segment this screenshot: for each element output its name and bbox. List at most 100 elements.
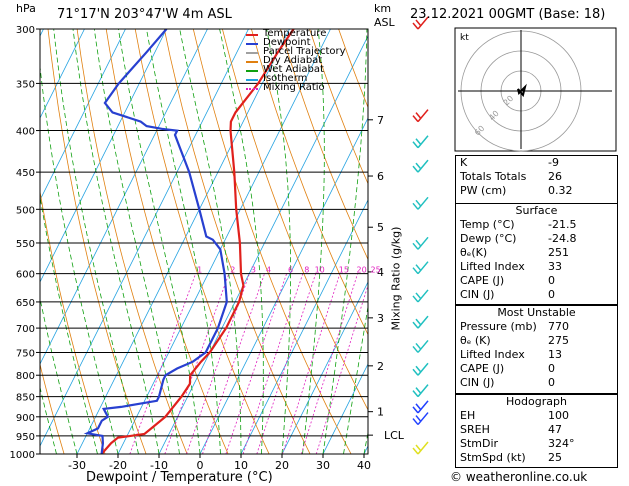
mixing-ratio-label: 2 — [230, 266, 235, 275]
row-label: Dewp (°C) — [460, 232, 517, 245]
row-value: 13 — [548, 348, 562, 361]
pressure-tick-label: 450 — [16, 168, 35, 179]
legend-label: Temperature — [263, 28, 327, 39]
pressure-tick-label: 900 — [16, 413, 35, 424]
wet-adiabat-line — [118, 29, 201, 454]
table-row: StmSpd (kt) 25 — [456, 451, 617, 465]
pressure-tick-label: 750 — [16, 348, 35, 359]
row-value: 275 — [548, 334, 569, 347]
mixing-ratio-label: 25 — [371, 266, 381, 275]
isotherm-line — [40, 29, 208, 365]
legend-label: Isotherm — [263, 73, 308, 84]
legend-swatch — [246, 61, 258, 63]
mixing-ratio-line — [315, 283, 368, 454]
surface-box: Surface Temp (°C) -21.5 Dewp (°C) -24.8 θₑ(K… — [455, 203, 618, 305]
legend-item: Dry Adiabat — [246, 56, 366, 66]
temperature-line — [100, 29, 295, 454]
mixing-ratio-label: 20 — [356, 266, 366, 275]
pressure-tick-label: 300 — [16, 25, 35, 36]
table-row: CAPE (J) 0 — [456, 274, 617, 288]
wind-barb — [412, 289, 429, 303]
row-label: StmSpd (kt) — [460, 451, 526, 464]
km-tick-label: 1 — [377, 406, 384, 419]
hodograph-box: Hodograph EH 100 SREH 47 StmDir 324° StmSpd (k… — [455, 394, 618, 468]
wind-barb — [412, 236, 429, 250]
row-value: 324° — [548, 437, 575, 450]
hodograph-trace — [517, 83, 527, 98]
legend-swatch — [246, 88, 258, 90]
isotherm-line — [322, 363, 368, 454]
row-value: 0 — [548, 362, 555, 375]
hodograph-frame — [454, 27, 617, 152]
row-label: Lifted Index — [460, 348, 525, 361]
mixing-ratio-axis-label: Mixing Ratio (g/kg) — [389, 226, 403, 331]
row-value: -21.5 — [548, 218, 577, 231]
most-unstable-title: Most Unstable — [497, 306, 576, 319]
x-tick-label: 20 — [275, 459, 289, 472]
table-row: Dewp (°C) -24.8 — [456, 232, 617, 246]
plot-frame — [39, 28, 369, 455]
hodograph-title: Hodograph — [506, 395, 567, 408]
mixing-ratio-label: 8 — [304, 266, 309, 275]
isotherm-line — [281, 281, 368, 454]
pressure-tick-label: 350 — [16, 79, 35, 90]
row-value: 251 — [548, 246, 569, 259]
legend-swatch — [246, 52, 258, 54]
mixing-ratio-line — [202, 273, 265, 454]
pressure-tick-label: 700 — [16, 324, 35, 335]
isotherm-line — [40, 29, 126, 201]
pressure-tick-label: 1000 — [10, 450, 35, 461]
row-value: 100 — [548, 409, 569, 422]
pressure-tick-label: 500 — [16, 205, 35, 216]
mixing-ratio-line — [282, 273, 341, 454]
row-value: 0 — [548, 288, 555, 301]
table-row: StmDir 324° — [456, 437, 617, 451]
km-tick-label: 6 — [377, 170, 384, 183]
mixing-ratio-line — [301, 273, 358, 454]
hpa-label: hPa — [16, 2, 36, 15]
row-label: SREH — [460, 423, 490, 436]
mixing-ratio-line — [242, 273, 304, 454]
km-tick-label: 3 — [377, 312, 384, 325]
legend-label: Mixing Ratio — [263, 82, 325, 93]
row-value: -24.8 — [548, 232, 577, 245]
legend-swatch — [246, 34, 258, 36]
legend-swatch — [246, 70, 258, 72]
pressure-tick-label: 600 — [16, 270, 35, 281]
table-row: Lifted Index 33 — [456, 260, 617, 274]
mixing-ratio-label: 1 — [197, 266, 202, 275]
x-axis-label: Dewpoint / Temperature (°C) — [86, 470, 273, 485]
row-label: StmDir — [460, 437, 499, 450]
row-label: Pressure (mb) — [460, 320, 537, 333]
mixing-ratio-label: 15 — [339, 266, 349, 275]
x-tick-label: 40 — [357, 459, 371, 472]
row-label: CAPE (J) — [460, 274, 505, 287]
wind-barb — [412, 16, 429, 30]
isotherm-line — [40, 29, 249, 447]
table-row: θₑ(K) 251 — [456, 246, 617, 260]
km-tick-label: 5 — [377, 221, 384, 234]
x-tick-label: 10 — [234, 459, 248, 472]
wind-barb — [412, 261, 429, 275]
x-tick-label: -10 — [150, 459, 168, 472]
legend-item: Mixing Ratio — [246, 82, 366, 93]
k-index-label: K — [460, 156, 468, 169]
legend-item: Temperature — [246, 28, 366, 39]
hodograph-unit-label: kt — [460, 33, 469, 43]
km-tick-label: 7 — [377, 114, 384, 127]
isotherm-line — [240, 199, 368, 454]
mixing-ratio-label: 4 — [266, 266, 271, 275]
most-unstable-box: Most Unstable Pressure (mb) 770 θₑ (K) 275 L… — [455, 305, 618, 394]
row-value: 47 — [548, 423, 562, 436]
wet-adiabat-line — [363, 430, 368, 454]
wind-barb — [412, 109, 429, 123]
isotherm-line — [76, 29, 290, 454]
wind-barb — [412, 384, 429, 398]
row-value: 770 — [548, 320, 569, 333]
x-tick-label: 30 — [316, 459, 330, 472]
row-value: 0 — [548, 376, 555, 389]
wet-adiabat-line — [343, 304, 368, 454]
dry-adiabat-line — [40, 362, 65, 454]
legend-item: Dewpoint — [246, 38, 366, 48]
mixing-ratio-line — [129, 273, 196, 454]
